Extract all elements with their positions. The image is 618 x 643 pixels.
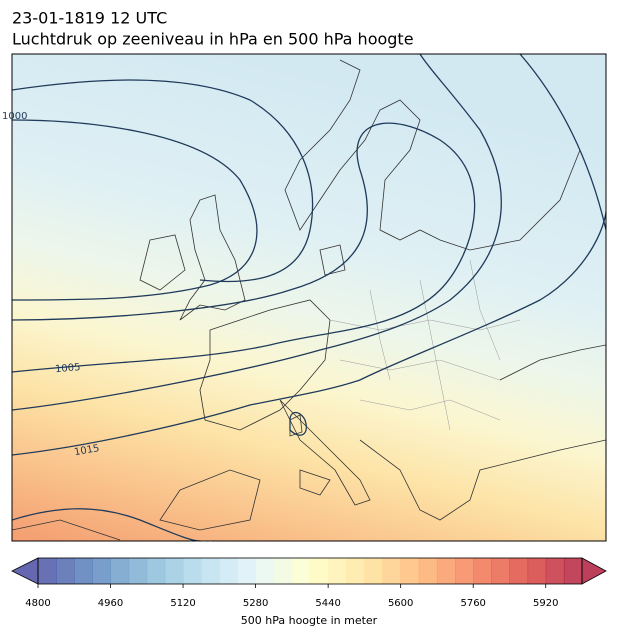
colorbar-swatch xyxy=(128,558,148,584)
tick-label: 5440 xyxy=(315,598,340,609)
isobar xyxy=(12,122,476,373)
colorbar-frame xyxy=(37,557,583,585)
colorbar-swatch xyxy=(364,558,384,584)
colorbar-swatch xyxy=(509,558,529,584)
colorbar: 4800 4960 5120 5280 5440 5600 5760 5920 xyxy=(11,557,607,609)
contour-label: 1005 xyxy=(55,362,81,375)
colorbar-swatch xyxy=(328,558,347,584)
title: 23-01-1819 12 UTC xyxy=(12,9,167,28)
colorbar-swatch xyxy=(291,558,311,584)
coastline xyxy=(12,59,606,541)
colorbar-extend-high xyxy=(581,557,607,585)
colorbar-label: 500 hPa hoogte in meter xyxy=(241,614,378,627)
isobar xyxy=(12,200,606,456)
colorbar-swatch xyxy=(146,558,166,584)
tick-label: 5600 xyxy=(388,598,413,609)
isobar xyxy=(12,119,258,301)
tick-label: 5280 xyxy=(243,598,268,609)
colorbar-swatch xyxy=(491,558,510,584)
colorbar-swatch xyxy=(38,558,57,584)
contour-label: 1000 xyxy=(2,111,27,122)
contour-label: 1015 xyxy=(73,443,100,458)
isobar xyxy=(12,54,502,411)
colorbar-swatch xyxy=(563,558,583,584)
colorbar-swatch xyxy=(382,558,402,584)
tick-label: 5920 xyxy=(533,598,558,609)
colorbar-swatch xyxy=(164,558,184,584)
colorbar-swatch xyxy=(400,558,420,584)
subtitle: Luchtdruk op zeeniveau in hPa en 500 hPa… xyxy=(12,30,414,49)
colorbar-swatch xyxy=(255,558,275,584)
isobar xyxy=(12,79,314,283)
label-mask xyxy=(0,541,618,554)
colorbar-swatch xyxy=(455,558,474,584)
tick-label: 4960 xyxy=(98,598,123,609)
map-background xyxy=(12,54,606,541)
colorbar-swatch xyxy=(74,558,93,584)
colorbar-swatch xyxy=(56,558,75,584)
colorbar-swatch xyxy=(92,558,112,584)
colorbar-swatch xyxy=(273,558,293,584)
isobar xyxy=(289,411,307,436)
colorbar-swatch xyxy=(237,558,257,584)
colorbar-swatch xyxy=(527,558,547,584)
colorbar-swatch xyxy=(183,558,202,584)
tick-label: 4800 xyxy=(25,598,50,609)
colorbar-swatch xyxy=(201,558,220,584)
colorbar-swatch xyxy=(310,558,329,584)
tick-label: 5120 xyxy=(170,598,195,609)
colorbar-swatch xyxy=(473,558,492,584)
isobar xyxy=(519,54,606,231)
colorbar-swatch xyxy=(219,558,238,584)
tick-label: 5760 xyxy=(460,598,485,609)
colorbar-swatch xyxy=(545,558,565,584)
isobar xyxy=(12,508,201,541)
map-frame xyxy=(11,53,607,542)
colorbar-swatch xyxy=(418,558,438,584)
colorbar-swatch xyxy=(110,558,130,584)
colorbar-extend-low xyxy=(11,557,39,585)
colorbar-swatch xyxy=(346,558,365,584)
borders xyxy=(329,259,521,431)
map xyxy=(12,54,606,541)
colorbar-swatch xyxy=(436,558,456,584)
